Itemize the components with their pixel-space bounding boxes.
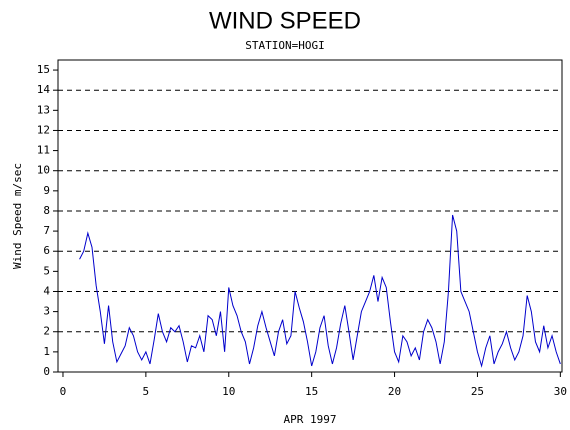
y-tick-label: 4 [43,284,50,297]
chart-subtitle: STATION=HOGI [245,39,324,52]
data-line [79,214,561,368]
y-tick-label: 10 [37,164,50,177]
chart-title: WIND SPEED [209,7,361,34]
x-axis-label: APR 1997 [284,413,337,426]
y-tick-label: 2 [43,325,50,338]
y-tick-label: 1 [43,345,50,358]
x-tick-label: 25 [471,385,484,398]
y-tick-label: 13 [37,103,50,116]
x-tick-label: 5 [143,385,150,398]
y-tick-label: 5 [43,264,50,277]
y-tick-label: 7 [43,224,50,237]
y-tick-label: 12 [37,123,50,136]
x-tick-label: 20 [388,385,401,398]
y-tick-label: 14 [37,83,51,96]
y-tick-label: 15 [37,63,50,76]
x-tick-label: 15 [305,385,318,398]
y-tick-label: 6 [43,244,50,257]
y-tick-label: 9 [43,184,50,197]
x-tick-label: 0 [60,385,67,398]
y-tick-label: 11 [37,144,50,157]
x-tick-label: 30 [554,385,567,398]
y-tick-label: 8 [43,204,50,217]
y-tick-label: 3 [43,305,50,318]
y-axis-label: Wind Speed m/sec [11,163,24,269]
plot-frame [57,59,563,373]
y-tick-label: 0 [43,365,50,378]
x-tick-label: 10 [222,385,235,398]
